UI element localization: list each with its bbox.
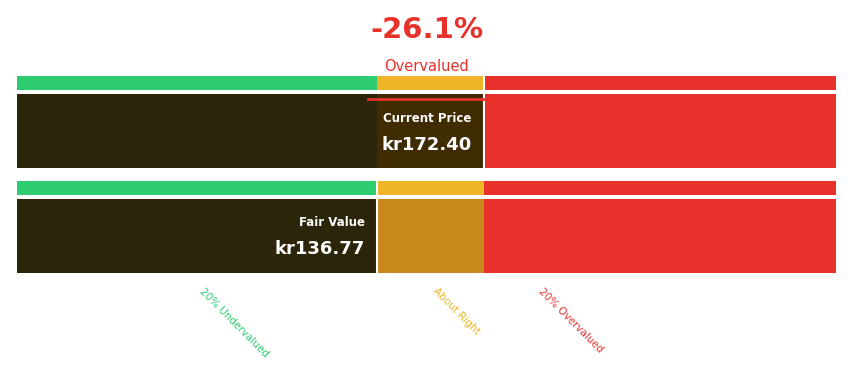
Bar [17,95,483,168]
Text: kr172.40: kr172.40 [381,136,471,154]
Text: -26.1%: -26.1% [370,16,482,44]
Bar [377,199,483,273]
Bar [17,199,377,273]
Bar [17,180,377,195]
Bar [17,76,377,90]
Bar [377,180,483,195]
Bar [483,95,835,168]
Text: Fair Value: Fair Value [299,216,365,229]
Text: 20% Overvalued: 20% Overvalued [537,287,605,355]
Text: Overvalued: Overvalued [383,59,469,74]
Bar [483,199,835,273]
Bar [17,199,377,273]
Bar [377,95,483,168]
Bar [483,180,835,195]
Text: 20% Undervalued: 20% Undervalued [197,287,269,359]
Text: kr136.77: kr136.77 [274,241,365,258]
Text: About Right: About Right [430,287,481,337]
Bar [483,76,835,90]
Text: Current Price: Current Price [383,112,471,125]
Bar [377,76,483,90]
Bar [17,95,377,168]
